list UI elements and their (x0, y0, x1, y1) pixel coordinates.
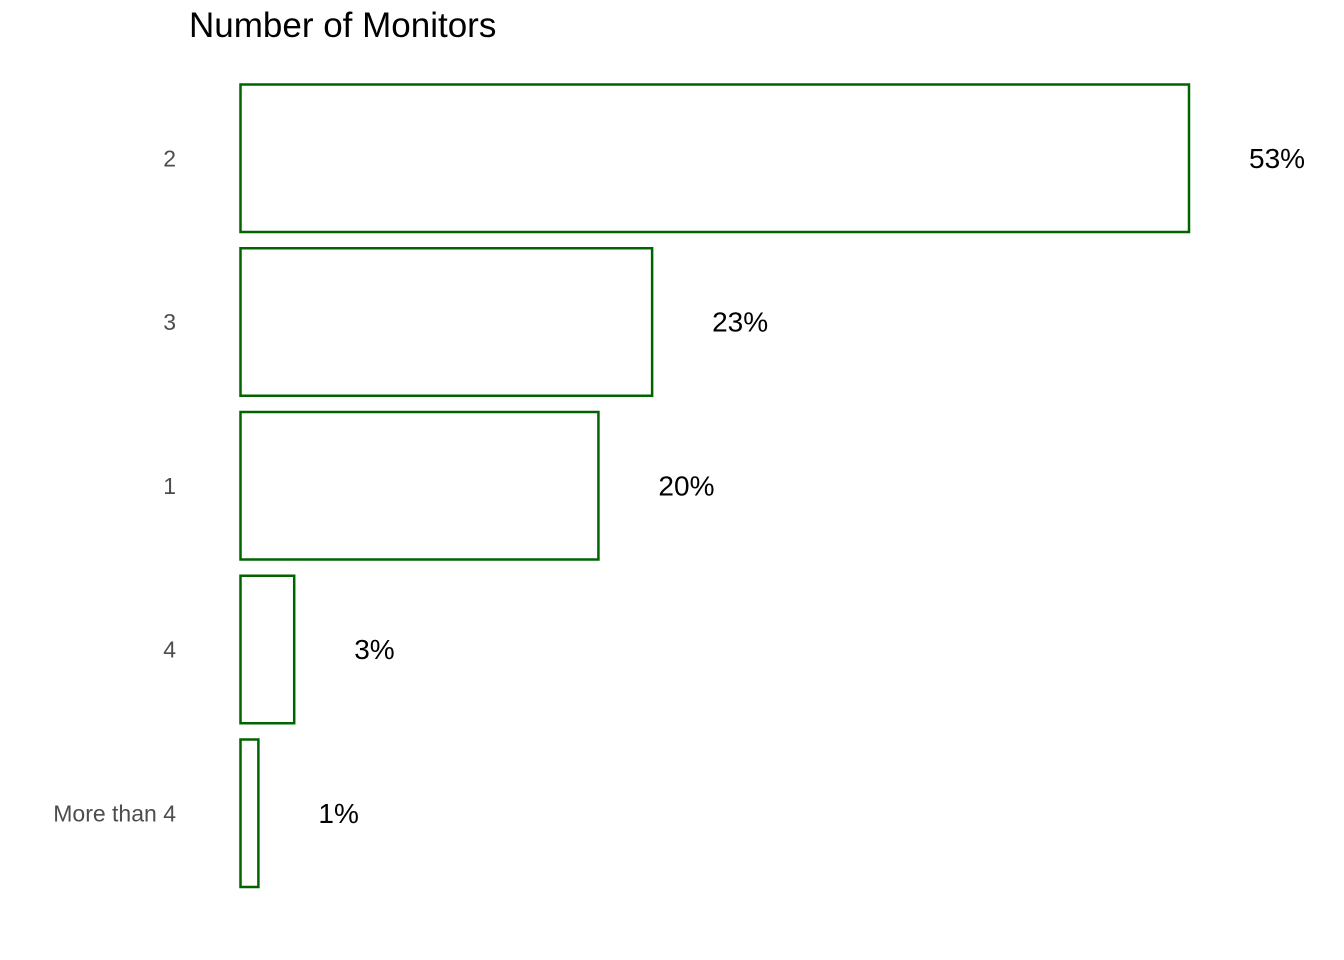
value-label: 1% (318, 798, 358, 829)
category-label: 4 (163, 637, 176, 663)
category-labels: 2 3 1 4 More than 4 (53, 145, 176, 826)
bar-2 (239, 83, 1191, 234)
category-label: 1 (163, 473, 176, 499)
category-label: 2 (163, 145, 176, 171)
category-label: More than 4 (53, 800, 176, 826)
category-label: 3 (163, 309, 176, 335)
value-label: 53% (1249, 143, 1305, 174)
value-labels: 53% 23% 20% 3% 1% (318, 143, 1305, 829)
value-label: 20% (658, 470, 714, 501)
value-label: 3% (354, 634, 394, 665)
bar-3 (239, 247, 654, 397)
bar-more-than-4 (239, 738, 260, 889)
bar-4 (239, 574, 296, 725)
value-label: 23% (712, 307, 768, 338)
bars-layer (239, 83, 1191, 889)
chart-title: Number of Monitors (189, 6, 497, 45)
bar-1 (239, 410, 600, 561)
